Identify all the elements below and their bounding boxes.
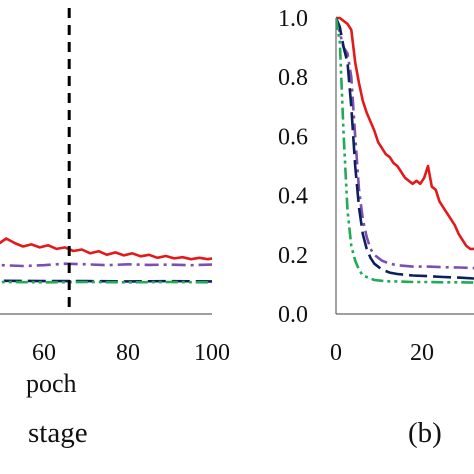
panel-caption-right: (b) xyxy=(408,417,442,449)
series-line-purple xyxy=(336,17,474,270)
series-line-purple xyxy=(0,262,212,268)
y-tick-label: 0.0 xyxy=(278,302,308,328)
chart-right-panel: 0 20 0.0 0.2 0.4 0.6 0.8 1.0 xyxy=(278,6,474,366)
x-tick-label: 100 xyxy=(194,340,230,366)
panel-caption-left: stage xyxy=(28,417,88,449)
series-line-navy xyxy=(336,17,474,280)
x-tick-label: 60 xyxy=(32,340,56,366)
series-line-red xyxy=(0,237,212,261)
chart-left-panel: 60 80 100 xyxy=(0,8,230,366)
series-line-red xyxy=(336,16,474,251)
series-line-green xyxy=(336,17,474,284)
x-tick-label: 20 xyxy=(410,340,434,366)
plot-area xyxy=(0,237,212,284)
y-tick-label: 0.6 xyxy=(278,124,308,150)
y-tick-label: 0.4 xyxy=(278,184,308,210)
x-tick-label: 0 xyxy=(330,340,342,366)
plot-area xyxy=(336,16,474,284)
y-tick-label: 0.8 xyxy=(278,65,308,91)
x-tick-label: 80 xyxy=(116,340,140,366)
y-tick-label: 1.0 xyxy=(278,6,308,32)
x-axis-label-left: poch xyxy=(26,369,77,398)
y-tick-label: 0.2 xyxy=(278,243,308,269)
